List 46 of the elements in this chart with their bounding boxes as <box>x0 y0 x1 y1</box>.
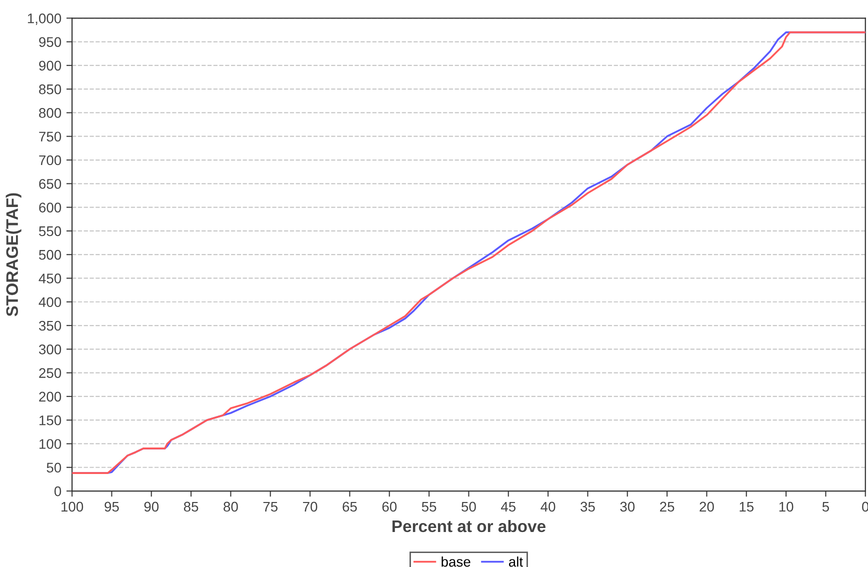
x-tick-label: 60 <box>382 502 397 512</box>
x-tick-label: 80 <box>224 502 238 512</box>
x-tick-label: 40 <box>540 502 556 512</box>
x-tick-label: 5 <box>822 502 830 512</box>
y-tick-label: 200 <box>39 392 62 402</box>
x-axis-title: Percent at or above <box>392 520 546 532</box>
legend-label: alt <box>508 556 523 567</box>
x-tick-label: 85 <box>184 502 198 512</box>
y-tick-label: 950 <box>39 37 62 47</box>
y-tick-label: 750 <box>39 132 62 142</box>
x-tick-label: 75 <box>263 502 278 512</box>
y-tick-label: 350 <box>38 320 62 331</box>
y-tick-label: 800 <box>39 108 62 118</box>
y-tick-label: 1,000 <box>28 13 62 25</box>
y-tick-label: 650 <box>39 178 62 189</box>
x-tick-label: 35 <box>580 502 595 512</box>
y-tick-label: 450 <box>38 274 62 284</box>
y-tick-label: 100 <box>40 439 62 449</box>
x-tick-label: 15 <box>740 502 754 512</box>
y-tick-label: 600 <box>39 202 62 212</box>
y-tick-label: 250 <box>39 368 62 378</box>
legend-label: base <box>442 556 470 567</box>
x-tick-label: 90 <box>144 502 159 512</box>
y-tick-label: 400 <box>38 297 62 308</box>
x-tick-label: 50 <box>462 502 476 512</box>
x-tick-label: 65 <box>342 502 357 512</box>
y-tick-label: 550 <box>39 226 62 236</box>
y-tick-label: 0 <box>54 486 62 496</box>
x-tick-label: 95 <box>104 502 119 512</box>
y-tick-label: 850 <box>39 84 62 94</box>
x-tick-label: 25 <box>660 502 674 512</box>
line-series <box>72 31 866 474</box>
y-tick-label: 300 <box>38 344 62 354</box>
x-tick-label: 10 <box>779 502 794 512</box>
x-tick-label: 55 <box>422 502 436 512</box>
x-tick-label: 20 <box>700 502 714 512</box>
x-tick-label: 30 <box>620 502 635 512</box>
y-tick-label: 500 <box>39 250 62 260</box>
x-tick-label: 100 <box>62 502 84 512</box>
x-tick-label: 70 <box>303 502 318 512</box>
y-axis-title: STORAGE(TAF) <box>6 193 22 316</box>
y-tick-label: 150 <box>40 415 62 426</box>
y-tick-label: 700 <box>39 155 62 166</box>
x-tick-label: 45 <box>500 502 516 512</box>
y-tick-label: 900 <box>39 60 62 71</box>
y-tick-label: 50 <box>46 462 62 473</box>
